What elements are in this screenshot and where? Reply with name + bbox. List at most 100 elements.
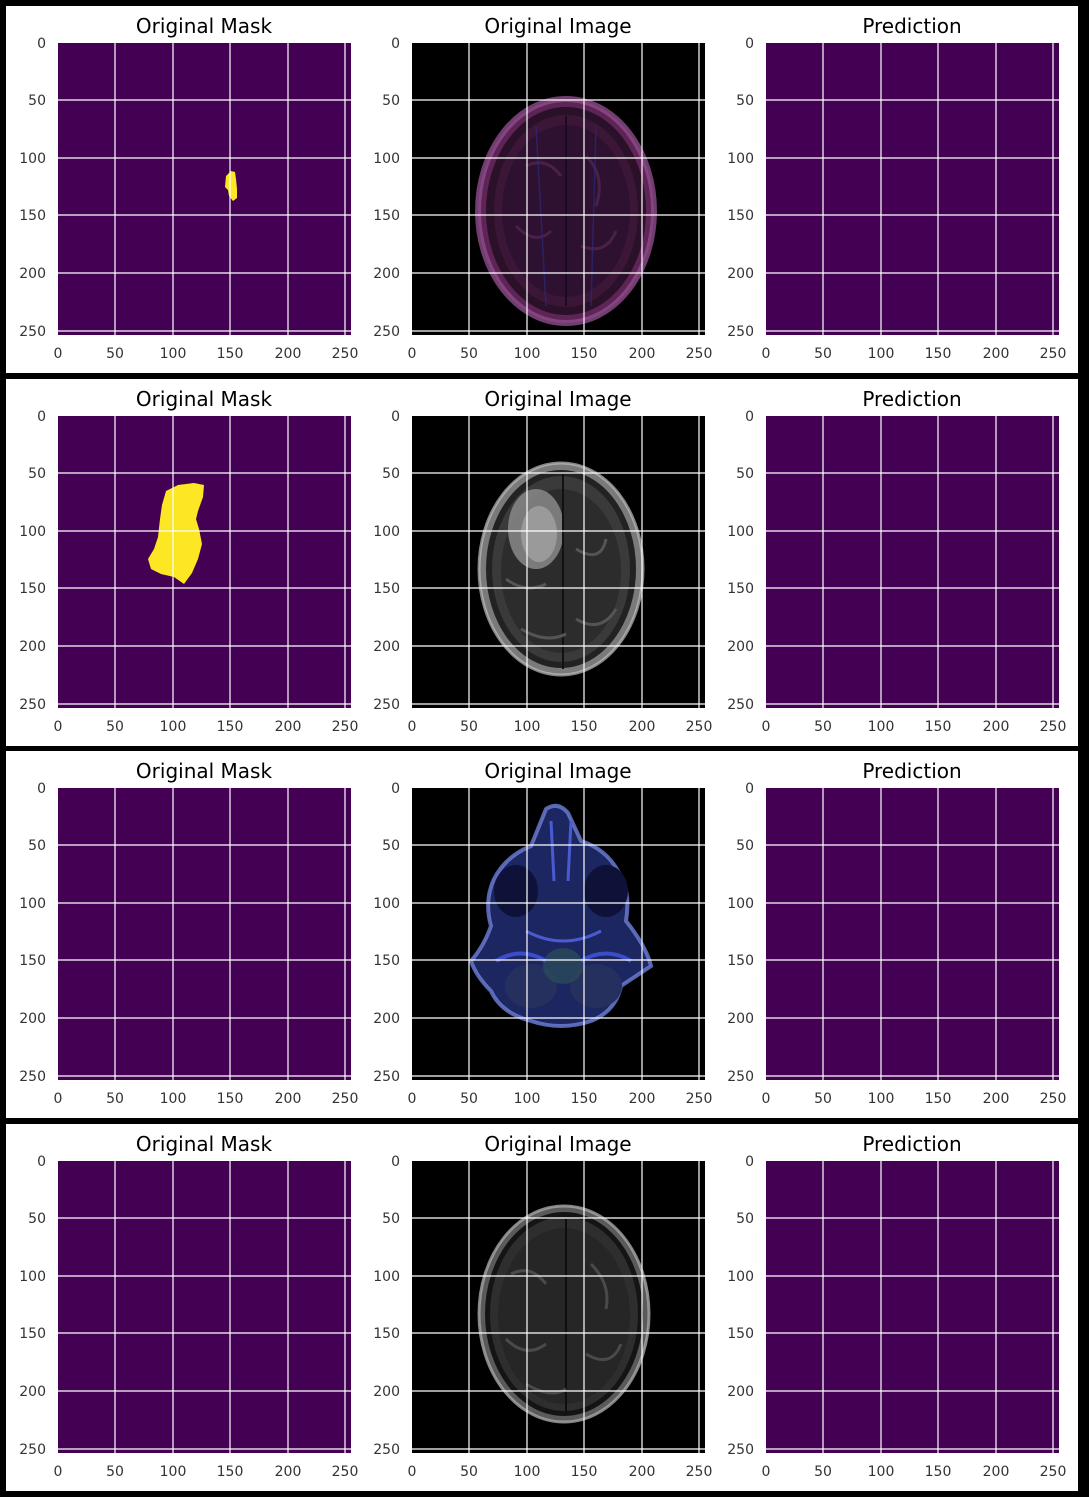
x-axis-ticks: 0 50 100 150 200 250 xyxy=(54,719,359,735)
svg-text:250: 250 xyxy=(686,1091,713,1107)
svg-text:0: 0 xyxy=(408,1464,417,1480)
svg-text:250: 250 xyxy=(1040,1464,1067,1480)
svg-text:0: 0 xyxy=(762,1091,771,1107)
svg-text:0: 0 xyxy=(391,36,400,52)
svg-text:100: 100 xyxy=(868,1091,895,1107)
svg-text:100: 100 xyxy=(160,719,187,735)
svg-text:100: 100 xyxy=(19,524,46,540)
x-axis-ticks: 0 50 100 150 200 250 xyxy=(762,346,1067,362)
x-axis-ticks: 0 50 100 150 200 250 xyxy=(408,1091,713,1107)
svg-text:150: 150 xyxy=(217,719,244,735)
svg-text:150: 150 xyxy=(19,953,46,969)
svg-text:50: 50 xyxy=(736,1211,754,1227)
svg-text:200: 200 xyxy=(983,1464,1010,1480)
svg-text:250: 250 xyxy=(727,1442,754,1458)
x-axis-ticks: 0 50 100 150 200 250 xyxy=(762,1091,1067,1107)
svg-text:150: 150 xyxy=(571,1091,598,1107)
original-mask-subplot: Original Mask 0 50 100 150 200 250 0 50 … xyxy=(19,387,358,735)
svg-text:50: 50 xyxy=(460,1091,478,1107)
svg-text:0: 0 xyxy=(408,719,417,735)
svg-text:250: 250 xyxy=(686,719,713,735)
figure-row-3: Original Mask 0 50 100 150 200 250 0 50 … xyxy=(6,751,1078,1118)
svg-text:50: 50 xyxy=(814,1091,832,1107)
svg-text:200: 200 xyxy=(275,346,302,362)
svg-text:150: 150 xyxy=(727,1326,754,1342)
svg-text:100: 100 xyxy=(19,896,46,912)
svg-text:0: 0 xyxy=(762,1464,771,1480)
svg-text:150: 150 xyxy=(925,1091,952,1107)
svg-text:100: 100 xyxy=(514,719,541,735)
grid-lines xyxy=(766,416,1059,708)
svg-text:150: 150 xyxy=(571,1464,598,1480)
y-axis-ticks: 0 50 100 150 200 250 xyxy=(19,781,46,1085)
svg-text:50: 50 xyxy=(814,346,832,362)
grid-lines xyxy=(412,416,705,708)
svg-text:200: 200 xyxy=(373,1384,400,1400)
svg-text:250: 250 xyxy=(686,1464,713,1480)
svg-text:150: 150 xyxy=(373,208,400,224)
svg-text:100: 100 xyxy=(160,1091,187,1107)
prediction-background xyxy=(766,416,1059,708)
svg-text:250: 250 xyxy=(686,346,713,362)
y-axis-ticks: 0 50 100 150 200 250 xyxy=(373,781,400,1085)
svg-text:100: 100 xyxy=(727,896,754,912)
grid-lines xyxy=(412,1161,705,1453)
svg-text:250: 250 xyxy=(727,697,754,713)
y-axis-ticks: 0 50 100 150 200 250 xyxy=(727,1154,754,1458)
svg-text:0: 0 xyxy=(745,1154,754,1170)
subplot-title: Original Mask xyxy=(136,14,273,38)
svg-text:50: 50 xyxy=(736,466,754,482)
svg-text:200: 200 xyxy=(727,1384,754,1400)
prediction-subplot: Prediction 0 50 100 150 200 250 0 50 100… xyxy=(727,387,1066,735)
svg-text:50: 50 xyxy=(814,719,832,735)
brain-mri-scan xyxy=(475,96,657,326)
svg-text:150: 150 xyxy=(217,1091,244,1107)
svg-text:200: 200 xyxy=(373,266,400,282)
svg-text:0: 0 xyxy=(54,1464,63,1480)
x-axis-ticks: 0 50 100 150 200 250 xyxy=(54,1091,359,1107)
svg-text:250: 250 xyxy=(332,719,359,735)
svg-text:200: 200 xyxy=(629,1091,656,1107)
svg-text:150: 150 xyxy=(925,346,952,362)
svg-text:100: 100 xyxy=(514,1091,541,1107)
svg-text:150: 150 xyxy=(217,1464,244,1480)
svg-text:100: 100 xyxy=(373,151,400,167)
svg-text:250: 250 xyxy=(1040,1091,1067,1107)
row-4-svg: Original Mask 0 50 100 150 200 250 0 50 … xyxy=(19,1132,1066,1480)
tumor-mask-region xyxy=(225,171,237,201)
figure-row-4: Original Mask 0 50 100 150 200 250 0 50 … xyxy=(6,1124,1078,1491)
grid-lines xyxy=(766,43,1059,335)
svg-text:100: 100 xyxy=(160,346,187,362)
svg-text:0: 0 xyxy=(37,36,46,52)
grid-lines xyxy=(58,1161,351,1453)
y-axis-ticks: 0 50 100 150 200 250 xyxy=(19,36,46,340)
subplot-title: Original Image xyxy=(484,14,631,38)
svg-text:150: 150 xyxy=(727,581,754,597)
svg-text:250: 250 xyxy=(373,1069,400,1085)
svg-text:0: 0 xyxy=(391,781,400,797)
prediction-subplot: Prediction 0 50 100 150 200 250 0 50 100… xyxy=(727,759,1066,1107)
prediction-background xyxy=(766,788,1059,1080)
row-3-svg: Original Mask 0 50 100 150 200 250 0 50 … xyxy=(19,759,1066,1107)
prediction-subplot: Prediction 0 50 100 150 200 250 0 50 100… xyxy=(727,14,1066,362)
x-axis-ticks: 0 50 100 150 200 250 xyxy=(54,346,359,362)
svg-text:50: 50 xyxy=(814,1464,832,1480)
svg-text:200: 200 xyxy=(373,639,400,655)
svg-text:50: 50 xyxy=(28,838,46,854)
svg-text:50: 50 xyxy=(106,719,124,735)
svg-text:100: 100 xyxy=(868,719,895,735)
prediction-background xyxy=(766,43,1059,335)
svg-text:200: 200 xyxy=(983,346,1010,362)
svg-text:100: 100 xyxy=(727,524,754,540)
svg-text:0: 0 xyxy=(762,719,771,735)
svg-text:250: 250 xyxy=(19,324,46,340)
svg-text:250: 250 xyxy=(373,697,400,713)
prediction-subplot: Prediction 0 50 100 150 200 250 0 50 100… xyxy=(727,1132,1066,1480)
svg-text:250: 250 xyxy=(727,324,754,340)
x-axis-ticks: 0 50 100 150 200 250 xyxy=(408,346,713,362)
svg-text:50: 50 xyxy=(382,466,400,482)
grid-lines xyxy=(58,416,351,708)
svg-text:150: 150 xyxy=(19,208,46,224)
svg-text:50: 50 xyxy=(736,838,754,854)
mask-background xyxy=(58,788,351,1080)
